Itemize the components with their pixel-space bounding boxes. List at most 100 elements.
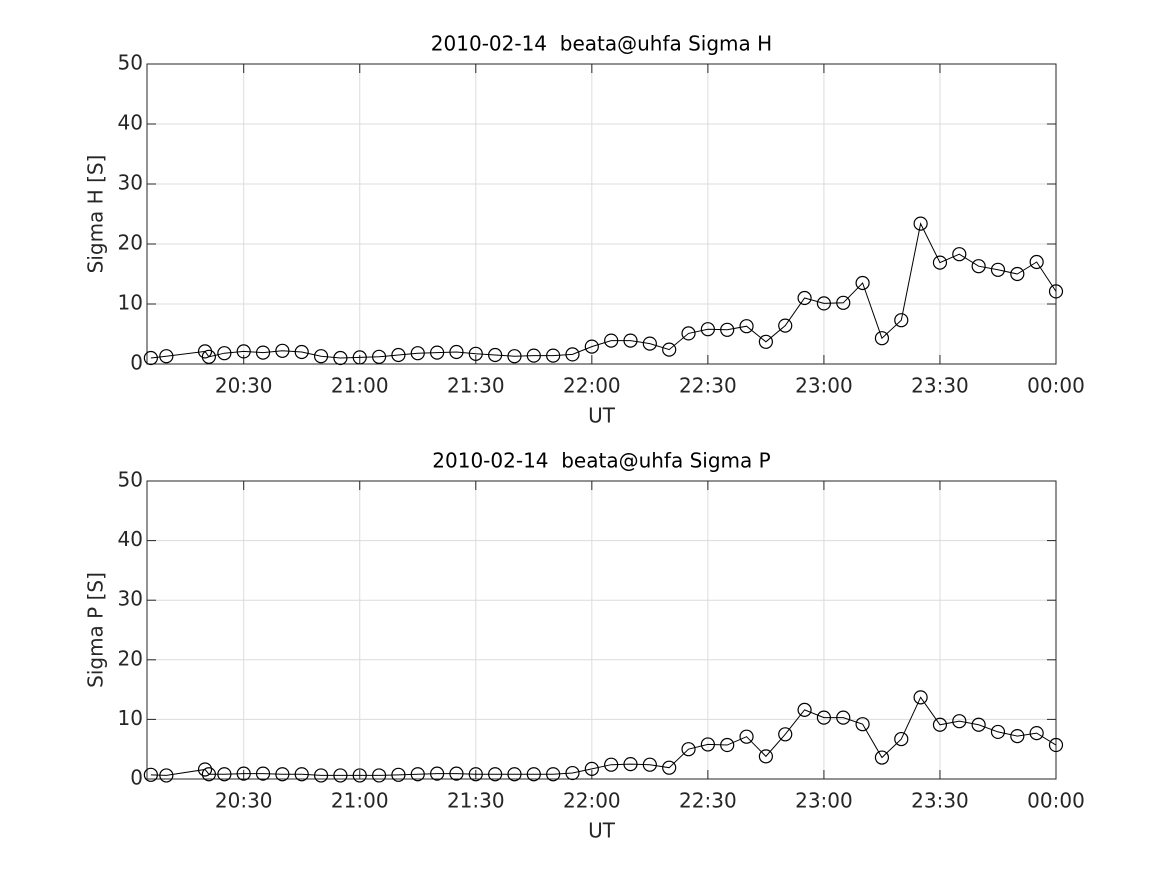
data-point (681, 742, 696, 757)
data-point (468, 767, 483, 782)
data-point (623, 756, 638, 772)
y-tick-label: 30 (118, 587, 143, 611)
data-point (971, 259, 986, 274)
data-point (371, 768, 387, 783)
data-point (410, 767, 425, 782)
data-point (371, 349, 387, 364)
data-point (913, 690, 928, 705)
data-point (1048, 284, 1064, 299)
x-tick-label: 21:00 (331, 374, 389, 398)
x-tick-label: 21:00 (331, 789, 389, 813)
data-point (971, 717, 986, 732)
data-point (526, 767, 541, 782)
data-point (739, 729, 754, 744)
x-tick-label: 20:30 (215, 374, 273, 398)
data-point (700, 322, 715, 337)
data-point (217, 767, 232, 782)
y-tick-label: 0 (130, 351, 143, 375)
x-tick-label: 22:00 (563, 789, 621, 813)
data-point (565, 347, 580, 362)
data-point (333, 350, 348, 366)
data-point (584, 761, 599, 776)
x-axis-label: UT (588, 404, 616, 428)
data-point (1048, 737, 1064, 753)
data-point (816, 296, 832, 311)
data-point (526, 348, 541, 363)
data-point (313, 349, 329, 364)
y-tick-label: 0 (130, 766, 143, 790)
plot-area (147, 64, 1056, 364)
data-point (739, 319, 754, 334)
data-point (546, 348, 561, 363)
data-point (952, 714, 967, 729)
data-point (778, 318, 793, 333)
data-point (143, 767, 158, 782)
data-point (874, 331, 890, 346)
data-point (836, 295, 851, 310)
data-point (430, 766, 445, 781)
data-point (662, 342, 677, 357)
x-tick-label: 21:30 (447, 789, 505, 813)
axes-box (146, 63, 1057, 365)
data-point (604, 333, 619, 348)
data-point (1029, 254, 1044, 270)
data-point (507, 349, 522, 364)
data-point (159, 768, 174, 783)
data-point (197, 762, 213, 777)
data-point (294, 344, 309, 360)
data-point (294, 767, 309, 782)
data-point (681, 326, 696, 341)
data-point (990, 262, 1006, 277)
data-line (150, 696, 1057, 776)
data-point (797, 290, 812, 306)
data-point (642, 757, 657, 772)
data-point (700, 737, 715, 752)
data-point (236, 766, 251, 781)
data-point (449, 766, 464, 781)
data-line (150, 222, 1057, 359)
data-point (604, 757, 619, 772)
data-point (275, 343, 290, 358)
data-point (468, 346, 483, 361)
data-point (584, 339, 599, 354)
x-tick-label: 23:00 (795, 789, 853, 813)
x-tick-label: 23:00 (795, 374, 853, 398)
y-tick-label: 40 (118, 111, 143, 135)
data-point (932, 717, 948, 732)
data-point (894, 313, 909, 328)
data-point (391, 767, 406, 782)
data-point (874, 750, 890, 765)
data-point (1029, 726, 1044, 741)
data-point (255, 766, 271, 781)
x-tick-label: 20:30 (215, 789, 273, 813)
data-point (758, 749, 773, 764)
data-point (662, 760, 677, 775)
x-tick-label: 22:30 (679, 789, 737, 813)
x-tick-label: 22:30 (679, 374, 737, 398)
data-point (1010, 728, 1025, 744)
data-point (201, 767, 216, 782)
x-tick-label: 21:30 (447, 374, 505, 398)
data-point (430, 345, 445, 360)
data-point (758, 334, 773, 349)
data-point (642, 336, 657, 351)
y-tick-label: 30 (118, 171, 143, 195)
y-axis-label: Sigma P [S] (84, 572, 108, 688)
data-point (352, 768, 367, 783)
data-point (546, 767, 561, 782)
data-point (488, 767, 503, 782)
data-point (352, 350, 367, 365)
data-point (275, 767, 290, 782)
y-tick-label: 20 (118, 231, 143, 255)
data-point (449, 344, 464, 360)
data-point (952, 247, 967, 262)
x-tick-label: 23:30 (911, 789, 969, 813)
data-point (488, 347, 503, 363)
data-point (778, 727, 793, 742)
data-point (410, 346, 425, 361)
y-tick-label: 50 (118, 51, 143, 75)
data-point (507, 767, 522, 782)
data-point (236, 344, 251, 359)
chart-title: 2010-02-14 beata@uhfa Sigma P (432, 449, 770, 473)
data-point (720, 322, 735, 337)
